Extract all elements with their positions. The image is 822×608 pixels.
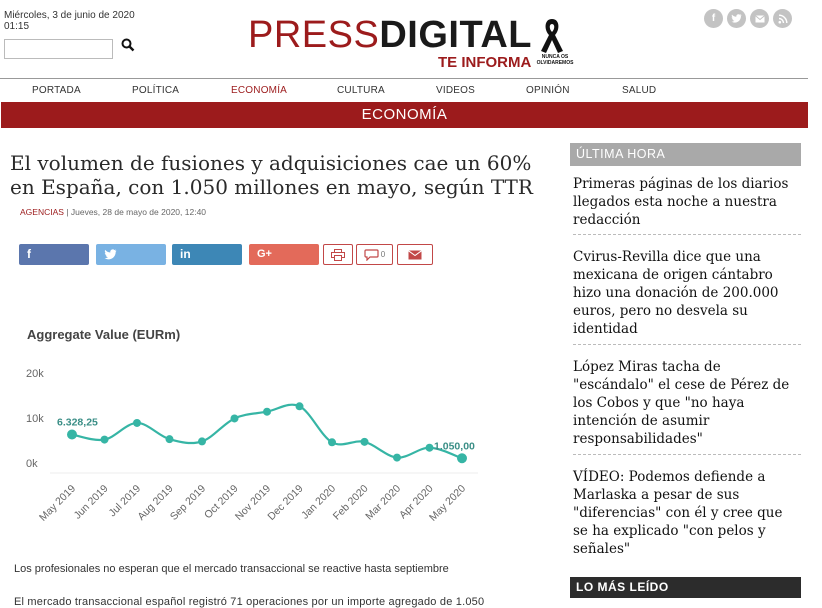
email-share-button[interactable] <box>397 244 433 265</box>
googleplus-icon: G+ <box>257 248 272 260</box>
article-paragraph: Los profesionales no esperan que el merc… <box>14 563 449 575</box>
section-title-bar: ECONOMÍA <box>1 102 808 128</box>
divider <box>573 454 801 455</box>
x-tick-label: Mar 2020 <box>363 483 403 523</box>
data-point <box>457 453 467 464</box>
twitter-share-button[interactable] <box>96 244 166 265</box>
search-icon[interactable] <box>121 38 137 56</box>
article-headline: El volumen de fusiones y adquisiciones c… <box>10 151 533 199</box>
latest-news-item[interactable]: Primeras páginas de los diarios llegados… <box>573 176 789 228</box>
comment-count: 0 <box>380 250 386 259</box>
most-read-header: LO MÁS LEÍDO <box>570 577 801 598</box>
printer-icon <box>331 248 345 261</box>
data-point <box>67 429 77 440</box>
linkedin-icon: in <box>180 247 191 261</box>
logo-digital: DIGITAL <box>379 14 532 56</box>
data-point <box>393 453 401 462</box>
y-tick-label: 20k <box>26 368 44 380</box>
print-button[interactable] <box>323 244 353 265</box>
search-input[interactable] <box>4 39 113 59</box>
nav-item-economia[interactable]: ECONOMÍA <box>231 85 288 96</box>
googleplus-share-button[interactable]: G+ <box>249 244 319 265</box>
data-point <box>328 438 336 447</box>
article-source[interactable]: AGENCIAS <box>20 207 64 217</box>
main-nav: PORTADA POLÍTICA ECONOMÍA CULTURA VIDEOS… <box>0 78 808 102</box>
ribbon-caption: NUNCA OS OLVIDAREMOS <box>536 54 574 66</box>
facebook-icon: f <box>27 247 31 261</box>
logo-press: PRESS <box>248 14 380 56</box>
twitter-icon[interactable] <box>727 9 746 28</box>
divider <box>573 344 801 345</box>
divider <box>573 234 801 235</box>
data-point <box>263 407 271 416</box>
facebook-icon[interactable]: f <box>704 9 723 28</box>
rss-icon[interactable] <box>773 9 792 28</box>
data-point <box>425 443 434 452</box>
nav-item-videos[interactable]: VIDEOS <box>436 85 475 96</box>
mourning-ribbon-icon <box>538 16 566 54</box>
aggregate-value-chart: Aggregate Value (EURm) 20k 10k 0k 6.328,25 1… <box>10 318 490 538</box>
y-tick-label: 0k <box>26 458 38 470</box>
data-point <box>198 437 206 446</box>
social-links: f <box>704 9 792 28</box>
nav-item-opinion[interactable]: OPINIÓN <box>526 85 570 96</box>
header-date: Miércoles, 3 de junio de 2020 01:15 <box>4 10 135 32</box>
article-byline: AGENCIAS | Jueves, 28 de mayo de 2020, 1… <box>20 207 206 217</box>
comments-button[interactable]: 0 <box>356 244 393 265</box>
data-point <box>360 437 369 446</box>
date-text: Miércoles, 3 de junio de 2020 <box>4 10 135 21</box>
facebook-share-button[interactable]: f <box>19 244 89 265</box>
chart-title: Aggregate Value (EURm) <box>27 327 181 342</box>
twitter-icon <box>104 249 117 263</box>
logo-wordmark: PRESSDIGITAL <box>248 14 532 56</box>
nav-item-politica[interactable]: POLÍTICA <box>132 85 180 96</box>
time-text: 01:15 <box>4 21 30 32</box>
x-tick-label: Dec 2019 <box>265 483 305 523</box>
email-icon[interactable] <box>750 9 769 28</box>
data-point <box>165 435 174 444</box>
article-paragraph: El mercado transaccional español registr… <box>14 596 485 608</box>
linkedin-share-button[interactable]: in <box>172 244 242 265</box>
article-dateline: | Jueves, 28 de mayo de 2020, 12:40 <box>63 207 207 217</box>
data-label: 1.050,00 <box>434 440 475 452</box>
envelope-icon <box>408 249 422 259</box>
x-tick-label: Jun 2019 <box>72 483 111 522</box>
y-tick-label: 10k <box>26 413 44 425</box>
nav-item-portada[interactable]: PORTADA <box>32 85 81 96</box>
x-tick-label: Sep 2019 <box>168 483 208 523</box>
site-logo[interactable]: PRESSDIGITAL TE INFORMA NUNCA OS OLVIDAR… <box>248 14 578 74</box>
latest-news-header: ÚLTIMA HORA <box>570 143 801 166</box>
data-point <box>295 402 304 411</box>
data-label: 6.328,25 <box>57 417 98 429</box>
data-point <box>133 418 141 427</box>
nav-item-cultura[interactable]: CULTURA <box>337 85 385 96</box>
latest-news-item[interactable]: López Miras tacha de "escándalo" el cese… <box>573 359 790 447</box>
data-point <box>100 435 109 444</box>
latest-news-item[interactable]: VÍDEO: Podemos defiende a Marlaska a pes… <box>573 469 783 557</box>
nav-item-salud[interactable]: SALUD <box>622 85 657 96</box>
latest-news-item[interactable]: Cvirus-Revilla dice que una mexicana de … <box>573 249 779 337</box>
speech-bubble-icon <box>364 248 379 261</box>
logo-tagline: TE INFORMA <box>438 54 532 71</box>
x-tick-label: May 2019 <box>37 483 78 524</box>
data-point <box>230 414 239 423</box>
